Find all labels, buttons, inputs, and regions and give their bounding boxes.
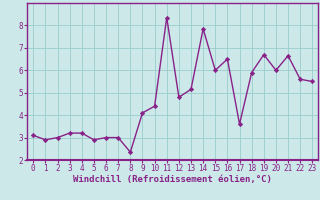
X-axis label: Windchill (Refroidissement éolien,°C): Windchill (Refroidissement éolien,°C): [73, 175, 272, 184]
